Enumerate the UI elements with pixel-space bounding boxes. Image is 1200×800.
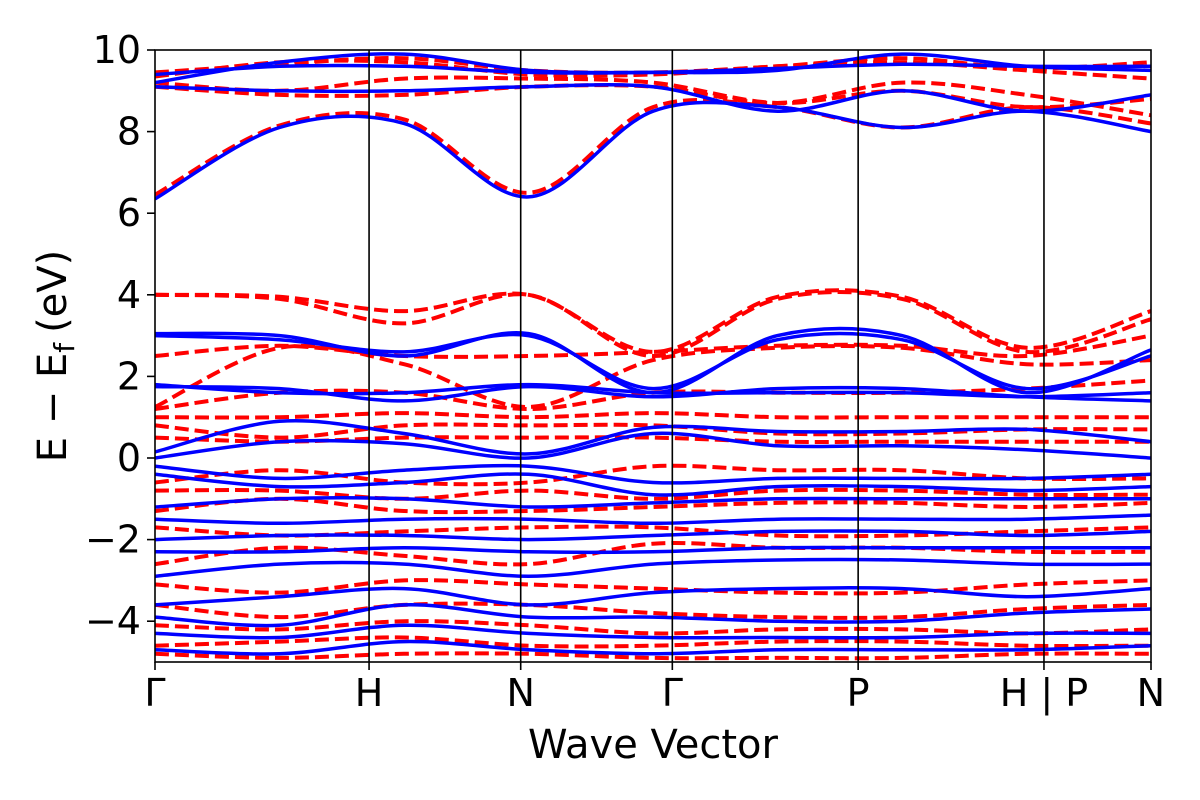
dashed-band-20 — [155, 601, 1151, 620]
solid-band-8 — [155, 384, 1151, 403]
y-axis-title: E − Ef (eV) — [30, 250, 81, 463]
solid-band-19 — [155, 603, 1151, 628]
solid-band-12 — [155, 472, 1151, 497]
solid-band-15 — [155, 529, 1151, 542]
dashed-band-18 — [155, 541, 1151, 567]
dashed-band-6 — [155, 288, 1151, 354]
solid-band-20 — [155, 623, 1151, 640]
kpoint-label: Γ — [144, 671, 165, 715]
y-axis-title-unit: (eV) — [30, 250, 76, 333]
dashed-band-16 — [155, 496, 1151, 515]
y-tick-label: 0 — [117, 436, 141, 480]
dashed-band-5 — [155, 80, 1151, 118]
y-tick-label: 10 — [93, 28, 141, 72]
y-axis-ticks: −4 −2 0 2 4 6 8 10 — [85, 28, 155, 643]
solid-band-11 — [155, 463, 1151, 485]
kpoint-label: H — [355, 671, 384, 715]
dashed-band-19 — [155, 578, 1151, 596]
dashed-band-23 — [155, 651, 1151, 661]
solid-band-6 — [155, 331, 1151, 391]
kpoint-label: Γ — [662, 671, 683, 715]
solid-band-16 — [155, 545, 1151, 555]
solid-band-18 — [155, 586, 1151, 607]
solid-band-17 — [155, 557, 1151, 579]
y-axis-title-subscript: f — [48, 342, 81, 353]
kpoint-label: P — [847, 671, 870, 715]
x-axis-title: Wave Vector — [528, 722, 779, 768]
solid-band-13 — [155, 496, 1151, 509]
kpoint-label: H | P — [1000, 671, 1088, 716]
kpoint-separators — [368, 50, 1045, 662]
solid-band-21 — [155, 639, 1151, 656]
y-tick-label: −2 — [85, 518, 141, 562]
x-axis-kpoint-labels: Γ H N Γ P H | P N — [144, 662, 1165, 716]
dashed-band-15 — [155, 487, 1151, 501]
dashed-band-8 — [155, 333, 1151, 359]
dashed-band-2 — [155, 56, 1151, 75]
dashed-band-3 — [155, 75, 1151, 110]
dashed-band-4 — [155, 97, 1151, 197]
plot-frame — [154, 49, 1152, 663]
solid-band-3 — [155, 82, 1151, 113]
dashed-band-7 — [155, 290, 1151, 359]
dashed-band-9 — [155, 343, 1151, 410]
dashed-band-14 — [155, 463, 1151, 487]
dashed-band-12 — [155, 422, 1151, 440]
y-axis-title-main: E − E — [30, 353, 76, 463]
y-tick-label: 2 — [117, 354, 141, 398]
dashed-band-21 — [155, 619, 1151, 636]
dashed-band-22 — [155, 635, 1151, 649]
solid-band-4 — [155, 100, 1151, 201]
solid-band-10 — [155, 431, 1151, 460]
y-tick-label: 8 — [117, 110, 141, 154]
kpoint-label: N — [1137, 671, 1165, 715]
kpoint-label: N — [506, 671, 534, 715]
solid-band-14 — [155, 513, 1151, 526]
y-tick-label: 4 — [117, 273, 141, 317]
y-tick-label: −4 — [85, 599, 141, 643]
y-tick-label: 6 — [117, 191, 141, 235]
solid-band-2 — [155, 52, 1151, 85]
dashed-band-11 — [155, 411, 1151, 420]
solid-band-9 — [155, 419, 1151, 456]
solid-band-series — [155, 52, 1151, 656]
